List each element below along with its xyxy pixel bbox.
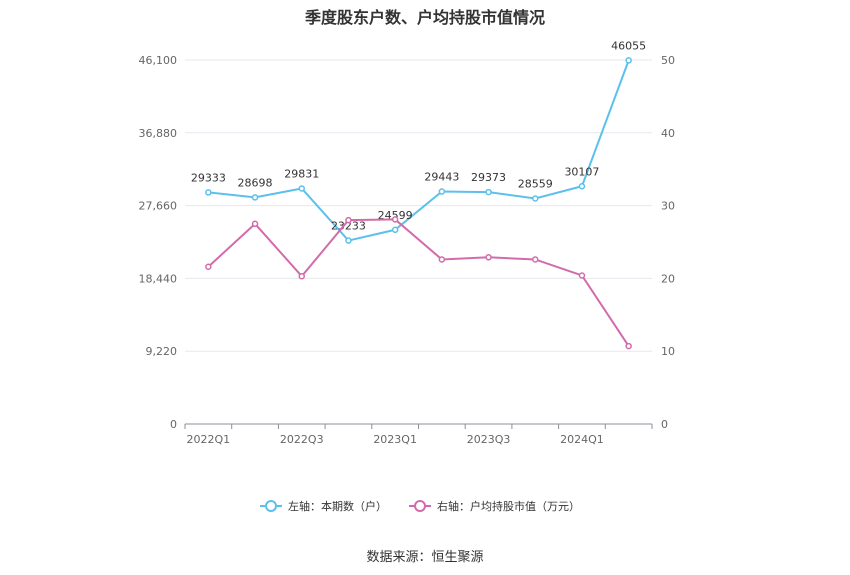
data-label: 46055	[611, 39, 646, 52]
chart-title: 季度股东户数、户均持股市值情况	[304, 8, 545, 27]
data-label: 30107	[564, 165, 599, 178]
x-tick-label: 2022Q1	[187, 433, 231, 446]
series-2-point	[438, 256, 446, 263]
data-source-note: 数据来源：恒生聚源	[366, 550, 484, 565]
y-left-tick-label: 27,660	[139, 200, 178, 213]
series-2-point	[251, 220, 259, 228]
x-tick-label: 2023Q3	[467, 433, 511, 446]
series-2-point	[298, 272, 305, 280]
series-2-point	[345, 216, 352, 224]
series-2-point	[485, 254, 492, 261]
data-label: 24599	[378, 209, 413, 222]
series-2-point	[205, 263, 212, 271]
y-left-tick-label: 18,440	[139, 272, 178, 285]
y-right-tick-label: 40	[661, 127, 675, 140]
y-left-tick-label: 46,100	[139, 54, 178, 67]
data-label: 29831	[284, 167, 319, 180]
data-label: 28559	[518, 178, 553, 191]
data-label: 29443	[424, 171, 459, 184]
y-left-tick-label: 36,880	[139, 127, 178, 140]
series-2-point	[391, 216, 399, 223]
data-label: 29373	[471, 171, 506, 184]
legend-label-2: 右轴：户均持股市值（万元）	[437, 499, 580, 513]
series-line-2	[207, 218, 630, 347]
series-1-point	[438, 188, 446, 195]
x-tick-label: 2023Q1	[373, 433, 417, 446]
y-left-tick-label: 9,220	[146, 345, 178, 358]
series-line-1	[208, 60, 630, 242]
series-2-point	[625, 342, 632, 350]
series-1-point	[391, 226, 399, 234]
legend-marker-2	[414, 500, 426, 512]
y-left-tick-label: 0	[170, 418, 177, 431]
series-1-point	[298, 185, 305, 192]
legend-marker-1	[265, 500, 277, 512]
legend-label-1: 左轴：本期数（户）	[288, 499, 387, 513]
series-1-point	[485, 188, 492, 196]
y-right-tick-label: 30	[661, 200, 675, 213]
series-2-point	[578, 272, 586, 279]
y-right-tick-label: 20	[661, 272, 675, 285]
y-right-tick-label: 0	[661, 418, 668, 431]
series-1-point	[532, 195, 539, 202]
series-1-point	[578, 183, 586, 190]
x-tick-label: 2024Q1	[560, 433, 604, 446]
y-right-tick-label: 50	[661, 54, 675, 67]
x-tick-label: 2022Q3	[280, 433, 324, 446]
series-1-point	[205, 189, 212, 196]
series-1-point	[345, 237, 352, 244]
series-2-point	[532, 256, 539, 263]
data-label: 28698	[238, 176, 273, 189]
series-1-point	[625, 57, 632, 64]
y-right-tick-label: 10	[661, 345, 675, 358]
data-label: 29333	[191, 171, 226, 184]
series-1-point	[251, 194, 259, 201]
